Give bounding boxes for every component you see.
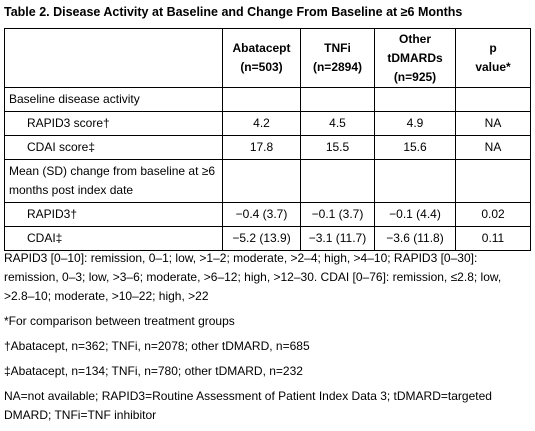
empty-cell (374, 159, 456, 203)
header-cell (4, 28, 223, 88)
empty-cell (300, 159, 375, 203)
table-body: Baseline disease activity RAPID3 score† 4.… (4, 87, 531, 251)
table-row: Mean (SD) change from baseline at ≥6 mon… (4, 159, 531, 203)
value-cell: NA (455, 135, 531, 160)
header-line: value* (475, 60, 511, 74)
empty-cell (455, 87, 531, 112)
table-row: Baseline disease activity (4, 87, 531, 112)
value-cell: 0.11 (455, 226, 531, 251)
row-label: CDAI‡ (4, 226, 223, 251)
table-row: CDAI score‡ 17.8 15.5 15.6 NA (4, 135, 531, 160)
table-title: Table 2. Disease Activity at Baseline an… (4, 5, 463, 19)
table-row: RAPID3 score† 4.2 4.5 4.9 NA (4, 111, 531, 136)
value-cell: 4.9 (374, 111, 456, 136)
header-line: p (489, 41, 497, 55)
footnote: †Abatacept, n=362; TNFi, n=2078; other t… (4, 339, 310, 353)
header-line: (n=2894) (312, 60, 363, 74)
footnotes: RAPID3 [0–10]: remission, 0–1; low, >1–2… (4, 249, 529, 431)
empty-cell (222, 159, 301, 203)
value-cell: −3.6 (11.8) (374, 226, 456, 251)
empty-cell (374, 87, 456, 112)
value-cell: 4.5 (300, 111, 375, 136)
row-label: CDAI score‡ (4, 135, 223, 160)
header-line: (n=503) (240, 60, 283, 74)
table-header: Abatacept (n=503) TNFi (n=2894) Other tDMARDs… (4, 28, 531, 88)
value-cell: −5.2 (13.9) (222, 226, 301, 251)
header-cell: Abatacept (n=503) (222, 28, 301, 88)
footnote: NA=not available; RAPID3=Routine Assessm… (4, 389, 492, 422)
value-cell: −0.1 (3.7) (300, 202, 375, 227)
row-label: Mean (SD) change from baseline at ≥6 mon… (4, 159, 223, 203)
value-cell: 15.6 (374, 135, 456, 160)
value-cell: 0.02 (455, 202, 531, 227)
footnote: *For comparison between treatment groups (4, 314, 235, 328)
row-label: RAPID3† (4, 202, 223, 227)
row-label: RAPID3 score† (4, 111, 223, 136)
value-cell: −0.1 (4.4) (374, 202, 456, 227)
value-cell: 15.5 (300, 135, 375, 160)
table-row: RAPID3† −0.4 (3.7) −0.1 (3.7) −0.1 (4.4) 0.0… (4, 202, 531, 227)
header-cell: TNFi (n=2894) (300, 28, 375, 88)
empty-cell (300, 87, 375, 112)
header-line: Other (398, 31, 431, 46)
header-line: Abatacept (232, 41, 291, 55)
header-line: tDMARDs (387, 50, 443, 65)
footnote: RAPID3 [0–10]: remission, 0–1; low, >1–2… (4, 251, 502, 303)
header-line: TNFi (324, 41, 351, 55)
value-cell: 17.8 (222, 135, 301, 160)
header-row: Abatacept (n=503) TNFi (n=2894) Other tDMARDs… (4, 28, 531, 88)
header-cell: p value* (455, 28, 531, 88)
header-line: (n=925) (393, 69, 437, 84)
empty-cell (222, 87, 301, 112)
row-label: Baseline disease activity (4, 87, 223, 112)
footnote: ‡Abatacept, n=134; TNFi, n=780; other tD… (4, 364, 303, 378)
data-table: Abatacept (n=503) TNFi (n=2894) Other tDMARDs… (4, 28, 531, 251)
table-row: CDAI‡ −5.2 (13.9) −3.1 (11.7) −3.6 (11.8) 0.… (4, 226, 531, 251)
header-cell: Other tDMARDs (n=925) (374, 28, 456, 88)
value-cell: 4.2 (222, 111, 301, 136)
empty-cell (455, 159, 531, 203)
value-cell: −0.4 (3.7) (222, 202, 301, 227)
value-cell: −3.1 (11.7) (300, 226, 375, 251)
value-cell: NA (455, 111, 531, 136)
